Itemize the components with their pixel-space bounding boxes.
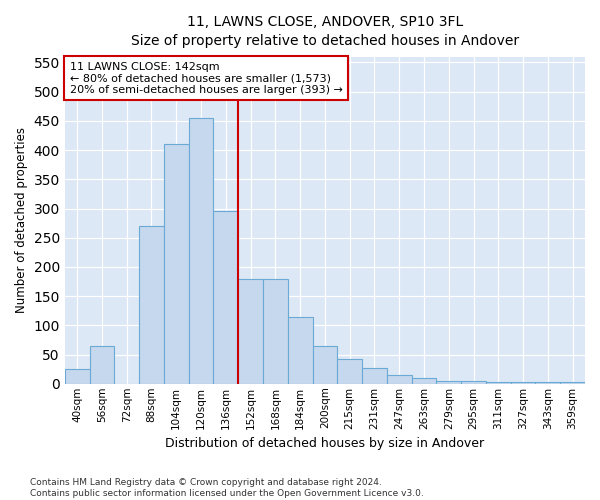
Bar bbox=[238, 278, 263, 384]
Title: 11, LAWNS CLOSE, ANDOVER, SP10 3FL
Size of property relative to detached houses : 11, LAWNS CLOSE, ANDOVER, SP10 3FL Size … bbox=[131, 15, 519, 48]
Bar bbox=[560, 382, 585, 384]
Bar bbox=[412, 378, 436, 384]
Bar bbox=[461, 381, 486, 384]
Bar bbox=[535, 382, 560, 384]
Bar bbox=[511, 382, 535, 384]
Bar bbox=[313, 346, 337, 384]
Bar bbox=[486, 382, 511, 384]
Bar bbox=[436, 381, 461, 384]
Text: Contains HM Land Registry data © Crown copyright and database right 2024.
Contai: Contains HM Land Registry data © Crown c… bbox=[30, 478, 424, 498]
Bar bbox=[337, 358, 362, 384]
Bar bbox=[362, 368, 387, 384]
Bar bbox=[263, 278, 288, 384]
Bar bbox=[188, 118, 214, 384]
Y-axis label: Number of detached properties: Number of detached properties bbox=[15, 127, 28, 313]
Bar bbox=[65, 369, 89, 384]
Bar bbox=[387, 375, 412, 384]
Bar bbox=[164, 144, 188, 384]
X-axis label: Distribution of detached houses by size in Andover: Distribution of detached houses by size … bbox=[166, 437, 484, 450]
Text: 11 LAWNS CLOSE: 142sqm
← 80% of detached houses are smaller (1,573)
20% of semi-: 11 LAWNS CLOSE: 142sqm ← 80% of detached… bbox=[70, 62, 343, 94]
Bar bbox=[89, 346, 115, 384]
Bar bbox=[139, 226, 164, 384]
Bar bbox=[288, 316, 313, 384]
Bar bbox=[214, 212, 238, 384]
